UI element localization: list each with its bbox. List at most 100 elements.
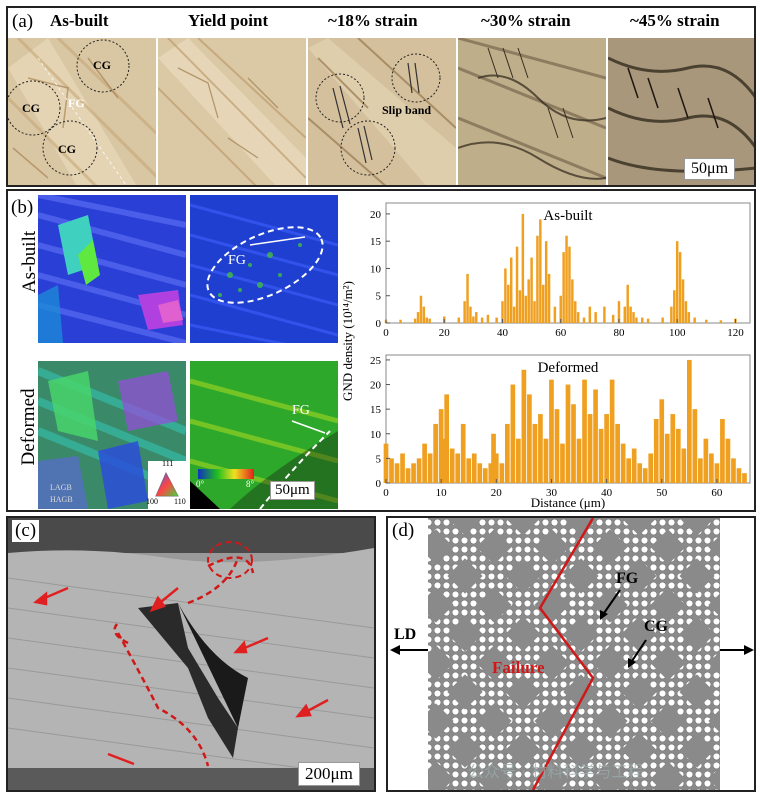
fg-band <box>500 570 720 790</box>
gnd-bar <box>664 433 670 483</box>
gnd-bar <box>413 318 417 323</box>
y-tick-label: 15 <box>370 236 382 248</box>
panel-b: (b) As-built Deformed FG <box>6 189 756 512</box>
gnd-bar <box>422 443 427 483</box>
gnd-bar <box>588 306 592 323</box>
gnd-bar <box>543 438 549 483</box>
gnd-bar <box>742 473 747 483</box>
gnd-bar <box>620 443 626 483</box>
panel-c-label: (c) <box>12 520 40 542</box>
gnd-bar <box>593 389 598 483</box>
x-tick-label: 10 <box>436 487 448 499</box>
gnd-bar <box>471 453 477 483</box>
ipf-legend-111: 111 <box>162 459 174 468</box>
x-tick-label: 20 <box>439 327 451 339</box>
gnd-bar <box>709 453 714 483</box>
x-tick-label: 0 <box>383 487 389 499</box>
gnd-bar <box>425 317 429 323</box>
gnd-bar <box>678 252 682 323</box>
gnd-bar <box>653 419 659 483</box>
x-tick-label: 50 <box>656 487 668 499</box>
lagb-legend: LAGB <box>50 483 72 492</box>
gnd-bar <box>698 458 703 483</box>
fg-band <box>716 518 754 790</box>
gnd-bar <box>422 306 426 323</box>
gnd-bar <box>433 423 438 483</box>
gnd-bar <box>504 423 510 483</box>
gnd-bar <box>400 453 405 483</box>
gnd-bar <box>553 306 557 323</box>
gnd-bar <box>438 409 444 483</box>
gnd-bar <box>684 301 688 323</box>
gnd-bar <box>675 241 679 323</box>
y-tick-label: 0 <box>376 318 382 330</box>
y-tick-label: 10 <box>370 263 382 275</box>
gnd-bar <box>477 463 483 483</box>
micrograph-45-strain: 50μm <box>608 38 754 185</box>
ipf-legend-110: 110 <box>174 497 186 506</box>
gnd-bar <box>582 317 586 323</box>
gnd-bar <box>405 468 411 483</box>
gnd-bar <box>441 438 447 483</box>
y-tick-label: 10 <box>370 429 382 441</box>
gnd-bar <box>675 428 681 483</box>
x-tick-label: 120 <box>727 327 744 339</box>
slip-band-label: Slip band <box>382 103 432 117</box>
fg-band <box>428 518 674 770</box>
gnd-bar <box>455 453 461 483</box>
gnd-bar <box>661 317 664 323</box>
gnd-bar <box>547 273 551 323</box>
y-tick-label: 20 <box>370 209 382 221</box>
gnd-bar <box>568 246 571 323</box>
gnd-bar <box>725 438 731 483</box>
gnd-bar <box>549 379 554 483</box>
gnd-bar <box>703 438 709 483</box>
gnd-bar <box>659 399 665 483</box>
y-tick-label: 0 <box>376 478 382 490</box>
gnd-bar <box>635 317 638 323</box>
gnd-bar <box>399 319 402 323</box>
ebsd-ipf-deformed: 111 100 110 LAGB HAGB <box>38 361 186 509</box>
gnd-bar <box>504 268 507 323</box>
fg-band <box>674 744 720 790</box>
micrograph-yield-point <box>158 38 306 185</box>
gnd-bar <box>544 241 548 323</box>
gnd-bar <box>394 463 400 483</box>
gnd-bar <box>428 318 431 323</box>
gnd-bar <box>532 423 538 483</box>
panel-d-label: (d) <box>392 520 415 541</box>
gnd-bar <box>460 423 466 483</box>
x-tick-label: 20 <box>491 487 503 499</box>
y-tick-label: 5 <box>376 453 382 465</box>
gnd-bar <box>466 273 469 323</box>
panel-a: (a) As-built Yield point ~18% strain ~30… <box>6 6 756 187</box>
gnd-bar <box>533 301 536 323</box>
gnd-bar <box>515 246 519 323</box>
kam-legend-max: 8° <box>246 479 255 489</box>
gnd-bar <box>457 317 461 323</box>
fg-label-deformed: FG <box>292 403 310 418</box>
gnd-bar <box>623 306 627 323</box>
gnd-bar <box>587 414 593 483</box>
gnd-bar <box>521 213 525 323</box>
gnd-bar <box>419 295 423 323</box>
gnd-bar <box>493 453 499 483</box>
watermark: 公众号 · 材料科学与工程 <box>468 762 644 781</box>
schematic-diagram <box>390 518 754 790</box>
fg-band <box>662 518 720 582</box>
gnd-bar <box>524 295 528 323</box>
fg-label-as-built: FG <box>228 253 246 268</box>
gnd-bar <box>598 428 604 483</box>
x-axis-label: Distance (μm) <box>531 495 605 510</box>
gnd-bar <box>582 379 587 483</box>
gnd-bar <box>416 312 420 323</box>
ipf-legend-100: 100 <box>146 497 158 506</box>
column-title-30-strain: ~30% strain <box>481 11 571 30</box>
gnd-bar <box>642 468 648 483</box>
gnd-bar <box>559 295 562 323</box>
y-axis-label: GND density (10¹⁴/m²) <box>340 281 355 401</box>
gnd-bar <box>626 284 629 323</box>
gnd-bar <box>565 384 571 483</box>
micrograph-18-strain: Slip band <box>308 38 456 185</box>
